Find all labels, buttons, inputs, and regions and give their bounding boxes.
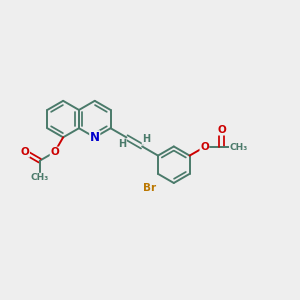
Text: O: O — [200, 142, 209, 152]
Text: O: O — [50, 147, 59, 157]
Text: H: H — [118, 140, 126, 149]
Text: N: N — [90, 131, 100, 144]
Text: Br: Br — [143, 183, 157, 193]
Text: CH₃: CH₃ — [31, 173, 49, 182]
Text: CH₃: CH₃ — [230, 142, 248, 152]
Text: O: O — [21, 147, 29, 157]
Text: O: O — [217, 125, 226, 135]
Text: H: H — [142, 134, 150, 144]
